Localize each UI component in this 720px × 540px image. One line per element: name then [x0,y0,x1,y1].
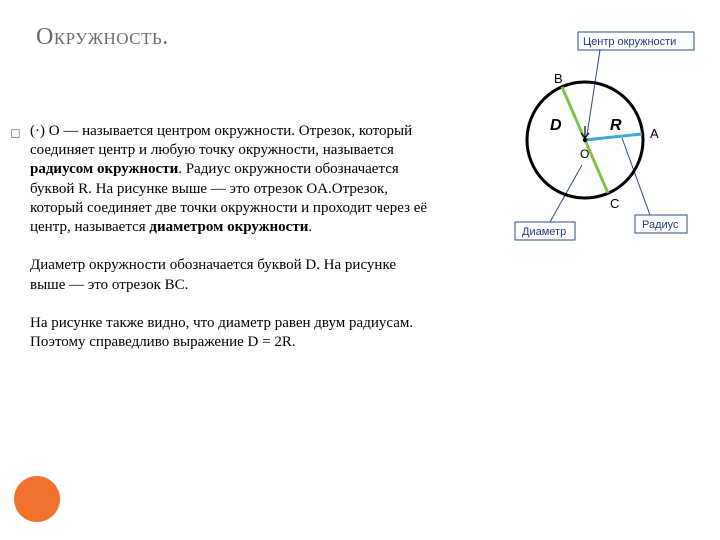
slide-title: Окружность. [36,24,169,51]
label-r: R [610,117,622,134]
callout-radius-text: Радиус [642,219,679,231]
label-d: D [550,117,562,134]
leader-radius [622,138,650,215]
label-o: O [580,147,589,161]
circle-diagram: A B C O D R Центр окружности Радиус Диам… [450,30,700,270]
callout-center-text: Центр окружности [583,36,676,48]
label-a: A [650,126,659,141]
label-b: B [554,71,563,86]
label-c: C [610,196,619,211]
radius-line [585,134,642,140]
leader-center [587,50,600,135]
center-point [583,138,587,142]
accent-circle-decoration [14,476,60,522]
callout-diameter-text: Диаметр [522,226,566,238]
bullet-marker: ◻ [10,125,21,141]
body-text: (·) O — называется центром окружности. О… [30,122,430,352]
